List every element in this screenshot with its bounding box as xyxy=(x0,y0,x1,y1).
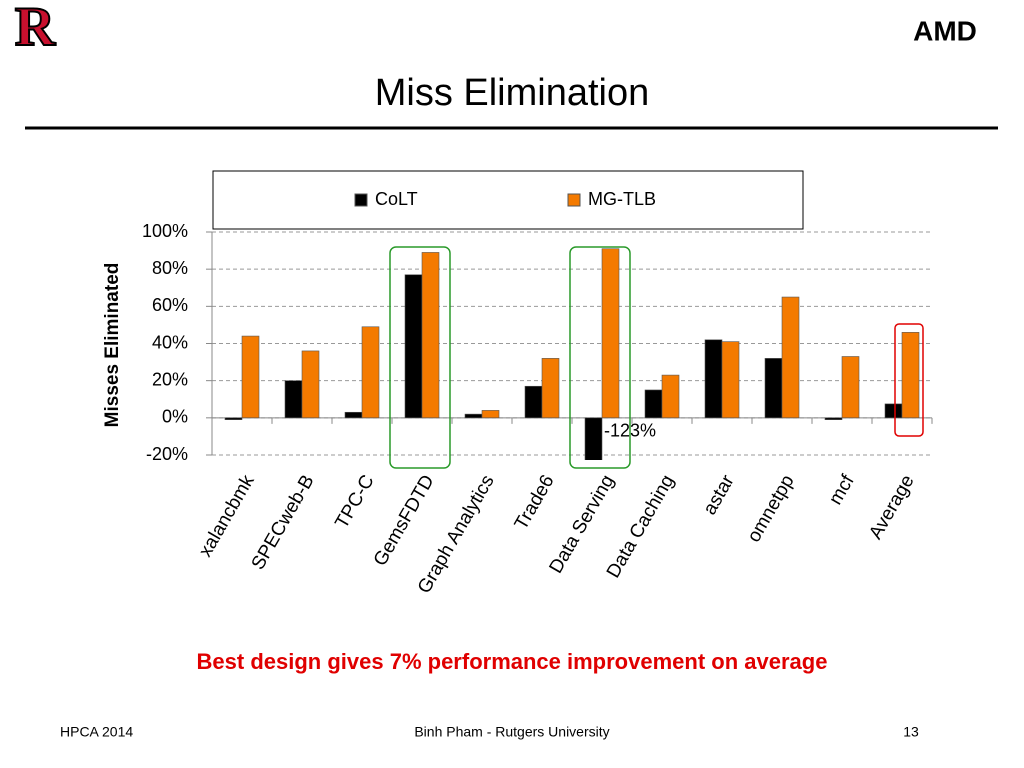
y-axis-title: Misses Eliminated xyxy=(102,263,123,428)
bar xyxy=(541,358,560,419)
bar xyxy=(421,252,440,419)
footer-center: Binh Pham - Rutgers University xyxy=(414,724,609,740)
bar xyxy=(301,350,320,419)
x-tick-label: SPECweb-B xyxy=(248,472,319,574)
x-tick-label: GemsFDTD xyxy=(370,472,439,570)
y-tick-label: -20% xyxy=(146,444,188,464)
bar xyxy=(841,356,860,419)
x-tick-label: omnetpp xyxy=(744,472,799,547)
y-tick-label: 20% xyxy=(152,369,188,389)
bar xyxy=(524,385,543,419)
bar xyxy=(824,417,843,420)
x-tick-label: astar xyxy=(699,471,739,519)
bar xyxy=(224,417,243,420)
footer-right: 13 xyxy=(903,724,919,740)
bar xyxy=(481,410,500,419)
bar xyxy=(704,339,723,419)
bar xyxy=(344,411,363,419)
legend-box xyxy=(212,170,804,230)
x-tick-label: Average xyxy=(865,472,918,544)
bar xyxy=(241,335,260,419)
footer-left: HPCA 2014 xyxy=(60,724,133,740)
y-tick-label: 100% xyxy=(142,221,188,241)
legend-swatch xyxy=(567,193,581,207)
bar xyxy=(781,296,800,419)
legend-swatch xyxy=(354,193,368,207)
bar xyxy=(464,413,483,419)
highlight-box xyxy=(389,246,451,469)
x-tick-label: mcf xyxy=(825,471,859,509)
bar xyxy=(721,341,740,419)
x-tick-label: xalancbmk xyxy=(195,471,259,561)
bar xyxy=(764,358,783,419)
bar xyxy=(361,326,380,419)
bar xyxy=(601,248,620,419)
plot xyxy=(224,248,920,460)
x-tick-label: TPC-C xyxy=(331,472,378,533)
bar xyxy=(644,389,663,419)
bar xyxy=(404,274,423,419)
x-tick-label: Trade6 xyxy=(511,472,559,534)
bar xyxy=(284,380,303,419)
logo-right: AMD xyxy=(913,15,977,46)
bar xyxy=(884,403,903,419)
y-tick-label: 60% xyxy=(152,295,188,315)
bar xyxy=(661,374,680,419)
slide-title: Miss Elimination xyxy=(375,72,650,114)
highlight-box xyxy=(569,246,631,469)
caption: Best design gives 7% performance improve… xyxy=(197,649,828,674)
y-tick-label: 80% xyxy=(152,258,188,278)
y-tick-label: 0% xyxy=(162,407,188,427)
logo-left: R xyxy=(15,0,56,58)
y-tick-label: 40% xyxy=(152,332,188,352)
bar xyxy=(584,417,603,460)
highlight-box xyxy=(894,323,924,437)
legend-label: CoLT xyxy=(375,189,418,209)
bar xyxy=(901,332,920,419)
legend-label: MG-TLB xyxy=(588,189,656,209)
